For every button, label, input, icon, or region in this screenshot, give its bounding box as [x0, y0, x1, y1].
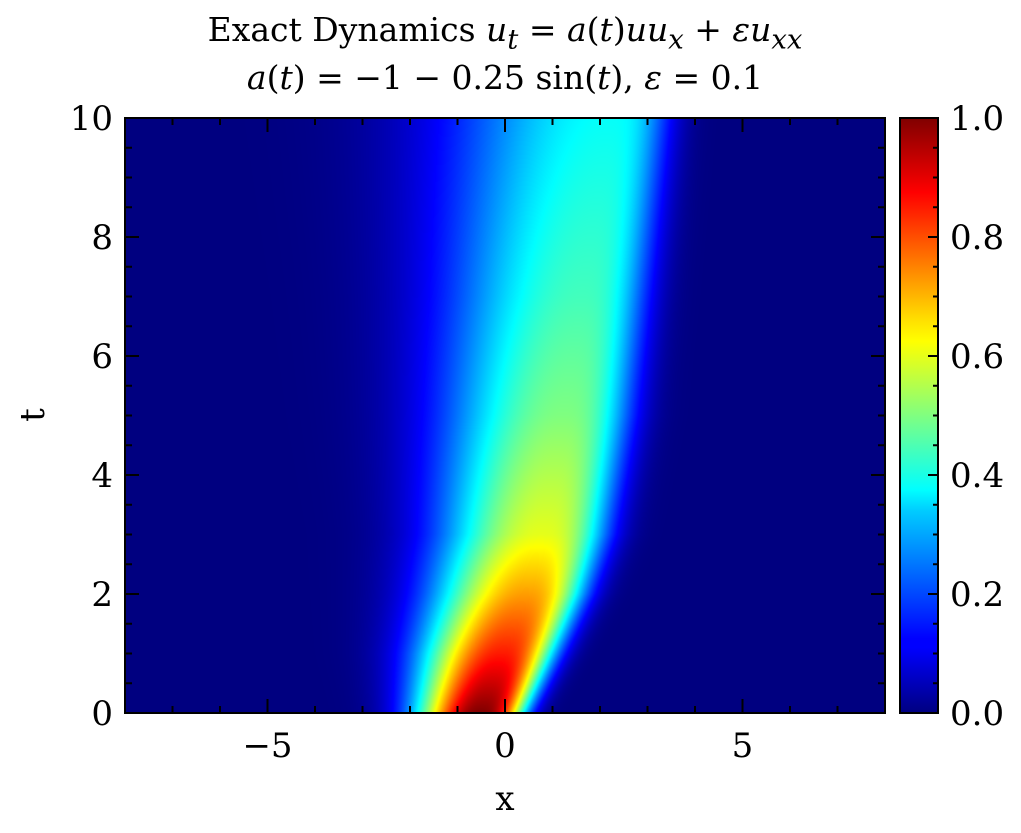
y-tick-label: 8 — [91, 218, 113, 258]
x-tick-label: 5 — [732, 726, 754, 766]
colorbar-frame — [899, 117, 939, 714]
x-axis-label: x — [495, 779, 514, 819]
x-tick-label: 0 — [494, 726, 516, 766]
y-tick-label: 10 — [70, 99, 113, 139]
colorbar-tick-label: 0.6 — [950, 337, 1004, 377]
colorbar-tick-label: 0.2 — [950, 575, 1004, 615]
y-tick-label: 0 — [91, 694, 113, 734]
colorbar-tick-label: 0.4 — [950, 456, 1004, 496]
colorbar-tick-labels: 0.0 0.2 0.4 0.6 0.8 1.0 — [950, 99, 1004, 734]
colorbar-tick-label: 1.0 — [950, 99, 1004, 139]
plot-frame — [124, 117, 886, 714]
y-tick-label: 2 — [91, 575, 113, 615]
chart-title-line-1: Exact Dynamics ut = a(t)uux + εuxx — [207, 10, 803, 56]
y-tick-label: 4 — [91, 456, 113, 496]
chart-title-line-2: a(t) = −1 − 0.25 sin(t), ε = 0.1 — [246, 58, 764, 97]
y-axis-label: t — [13, 408, 53, 422]
x-tick-labels: −5 0 5 — [242, 726, 753, 766]
colorbar-tick-label: 0.0 — [950, 694, 1004, 734]
colorbar-tick-label: 0.8 — [950, 218, 1004, 258]
y-tick-labels: 0 2 4 6 8 10 — [70, 99, 113, 734]
y-tick-label: 6 — [91, 337, 113, 377]
colorbar — [900, 118, 938, 713]
x-tick-label: −5 — [242, 726, 292, 766]
heatmap-field — [125, 118, 885, 713]
